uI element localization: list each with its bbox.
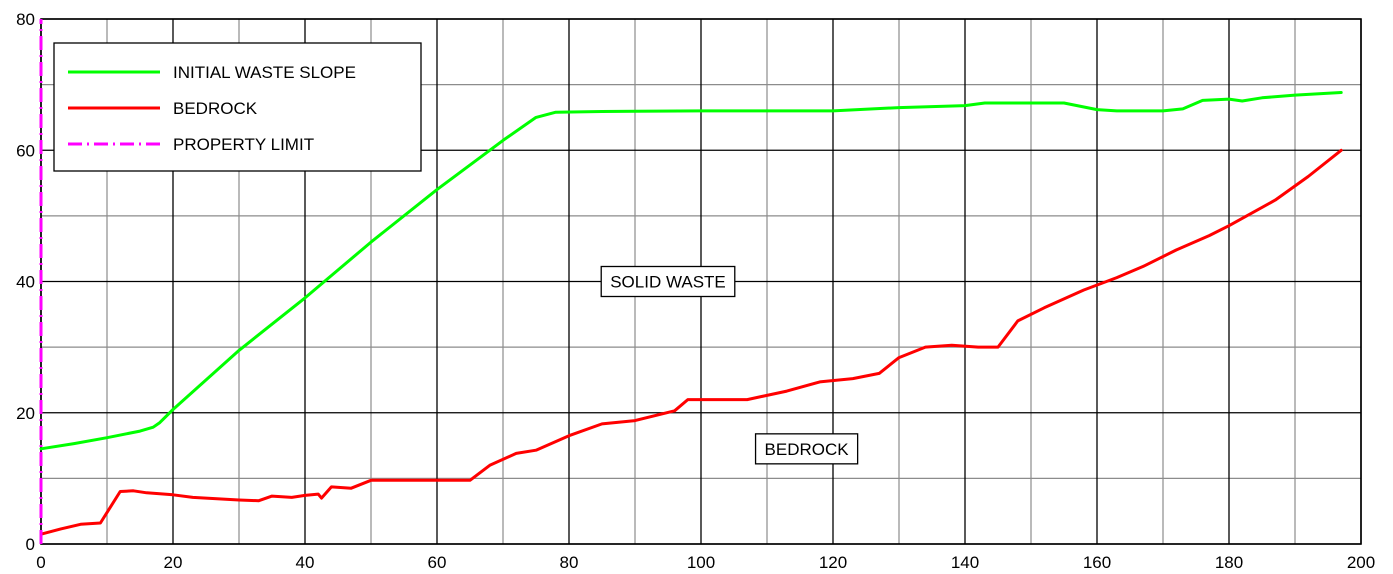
x-tick-label: 0 bbox=[36, 553, 45, 572]
x-tick-label: 200 bbox=[1347, 553, 1375, 572]
series-line-initial-waste-slope bbox=[39, 91, 1343, 451]
y-tick-label: 40 bbox=[16, 273, 35, 292]
legend-label: INITIAL WASTE SLOPE bbox=[173, 63, 356, 82]
x-tick-label: 140 bbox=[951, 553, 979, 572]
x-tick-label: 120 bbox=[819, 553, 847, 572]
y-tick-label: 60 bbox=[16, 141, 35, 160]
annotation-frame bbox=[754, 433, 859, 465]
annotation-frame bbox=[600, 265, 736, 298]
x-tick-label: 40 bbox=[296, 553, 315, 572]
y-tick-label: 80 bbox=[16, 10, 35, 29]
y-tick-label: 20 bbox=[16, 404, 35, 423]
series-lines bbox=[39, 19, 1343, 544]
annotation-label: BEDROCK bbox=[765, 440, 850, 459]
x-tick-label: 60 bbox=[428, 553, 447, 572]
annotation-box: SOLID WASTE bbox=[600, 265, 736, 298]
legend-label: PROPERTY LIMIT bbox=[173, 135, 314, 154]
y-tick-label: 0 bbox=[26, 535, 35, 554]
tick-labels: 0 20 40 60 80 100 120 140 160 180 200 0 20 40 60 80 bbox=[16, 10, 1375, 572]
annotations: SOLID WASTE BEDROCK bbox=[600, 265, 859, 465]
x-tick-label: 80 bbox=[560, 553, 579, 572]
annotation-label: SOLID WASTE bbox=[610, 273, 726, 292]
legend-label: BEDROCK bbox=[173, 99, 258, 118]
series-line-bedrock bbox=[39, 148, 1343, 536]
legend: INITIAL WASTE SLOPE BEDROCK PROPERTY LIMIT bbox=[53, 42, 422, 172]
x-tick-label: 20 bbox=[164, 553, 183, 572]
annotation-box: BEDROCK bbox=[754, 433, 859, 465]
x-tick-label: 100 bbox=[687, 553, 715, 572]
x-tick-label: 180 bbox=[1215, 553, 1243, 572]
x-tick-label: 160 bbox=[1083, 553, 1111, 572]
